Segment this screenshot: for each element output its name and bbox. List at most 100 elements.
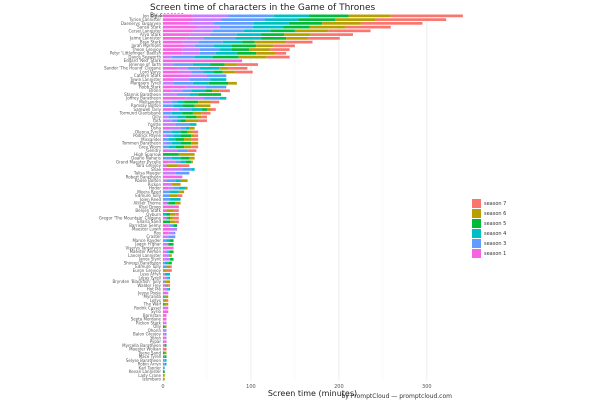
bar-segment-season-1 bbox=[163, 149, 167, 153]
bar-segment-season-5 bbox=[168, 201, 176, 205]
bar-segment-season-3 bbox=[163, 104, 174, 108]
y-tick-label: Samwell Tarly bbox=[134, 107, 162, 112]
bar-segment-season-3 bbox=[210, 33, 237, 36]
bar-segment-season-1 bbox=[163, 314, 167, 317]
bar-segment-season-3 bbox=[170, 224, 174, 227]
bar-segment-season-6 bbox=[166, 284, 169, 287]
y-tick-label: Talisa Maegyr bbox=[133, 171, 162, 176]
bar-segment-season-2 bbox=[178, 70, 192, 74]
bar-segment-season-3 bbox=[168, 235, 176, 239]
bar-segment-season-6 bbox=[219, 66, 229, 70]
bar-segment-season-1 bbox=[163, 33, 190, 36]
y-tick-label: Lollys bbox=[150, 298, 161, 303]
bar-segment-season-6 bbox=[191, 141, 199, 145]
bar-segment-season-6 bbox=[335, 18, 376, 21]
bar-segment-season-2 bbox=[164, 336, 167, 340]
bar-segment-season-6 bbox=[166, 265, 171, 269]
x-axis-label: Screen time (minutes) bbox=[268, 389, 357, 398]
bar-segment-season-7 bbox=[177, 194, 183, 197]
bar-segment-season-1 bbox=[163, 126, 171, 130]
bar-segment-season-4 bbox=[170, 190, 179, 194]
bar-segment-season-1 bbox=[163, 340, 165, 344]
bar-segment-season-1 bbox=[163, 85, 186, 89]
y-tick-label: Jaqen H'ghar bbox=[134, 242, 161, 247]
legend-label: season 4 bbox=[484, 231, 506, 237]
bar-segment-season-7 bbox=[201, 115, 207, 119]
y-tick-label: Meera Reed bbox=[137, 189, 161, 194]
bar-segment-season-6 bbox=[164, 351, 167, 355]
bar-segment-season-5 bbox=[168, 242, 174, 246]
bar-segment-season-2 bbox=[163, 141, 167, 145]
bar-segment-season-4 bbox=[273, 14, 309, 18]
y-tick-label: The Waif bbox=[143, 302, 162, 307]
bar-segment-season-3 bbox=[212, 29, 244, 33]
bar-segment-season-5 bbox=[163, 370, 165, 373]
bar-segment-season-2 bbox=[163, 332, 165, 336]
y-tick-label: Olly bbox=[153, 324, 161, 329]
bar-segment-season-3 bbox=[166, 287, 169, 291]
bar-segment-season-7 bbox=[173, 216, 179, 220]
bar-segment-season-3 bbox=[166, 134, 174, 138]
bar-segment-season-2 bbox=[163, 242, 169, 246]
y-tick-label: Petyr 'Littlefinger' Baelish bbox=[110, 51, 162, 56]
y-tick-label: Septa Mordane bbox=[131, 317, 162, 322]
bar-segment-season-2 bbox=[163, 81, 174, 85]
bar-segment-season-3 bbox=[191, 70, 204, 74]
bar-segment-season-4 bbox=[192, 63, 211, 66]
legend-label: season 5 bbox=[484, 221, 506, 227]
y-tick-label: Ellaria Sand bbox=[137, 219, 161, 224]
bar-segment-season-6 bbox=[171, 183, 181, 186]
bar-segment-season-5 bbox=[182, 111, 193, 115]
bar-segment-season-6 bbox=[198, 100, 211, 104]
bar-segment-season-6 bbox=[170, 213, 176, 216]
legend-label: season 3 bbox=[484, 241, 506, 247]
bar-segment-season-3 bbox=[163, 145, 169, 149]
bar-segment-season-6 bbox=[164, 280, 171, 284]
bar-segment-season-5 bbox=[288, 22, 323, 25]
y-tick-label: Stannis Baratheon bbox=[124, 92, 161, 97]
bar-segment-season-6 bbox=[163, 377, 165, 381]
bar-segment-season-2 bbox=[163, 329, 167, 332]
bar-segment-season-1 bbox=[163, 59, 243, 63]
bar-segment-season-7 bbox=[236, 63, 258, 66]
bar-segment-season-2 bbox=[170, 126, 181, 130]
bar-segment-season-4 bbox=[203, 70, 215, 74]
bar-segment-season-4 bbox=[191, 168, 195, 171]
bar-segment-season-2 bbox=[192, 18, 222, 21]
bar-segment-season-4 bbox=[180, 160, 186, 164]
bar-segment-season-5 bbox=[164, 355, 167, 359]
chart-caption: by PromptCloud — promptcloud.com bbox=[341, 393, 452, 400]
bar-segment-season-1 bbox=[163, 291, 167, 295]
bar-segment-season-7 bbox=[166, 299, 169, 302]
bar-segment-season-6 bbox=[189, 156, 195, 160]
bar-segment-season-5 bbox=[173, 224, 178, 227]
bar-segment-season-7 bbox=[173, 209, 179, 212]
y-tick-label: Barristan Selmy bbox=[129, 223, 161, 228]
bar-segment-season-3 bbox=[175, 160, 181, 164]
legend-label: season 7 bbox=[484, 201, 506, 207]
bar-segment-season-5 bbox=[175, 138, 185, 141]
bar-segment-season-1 bbox=[163, 108, 172, 111]
bar-segment-season-6 bbox=[170, 216, 174, 220]
bar-segment-season-2 bbox=[185, 85, 206, 89]
y-tick-label: Robb Stark bbox=[139, 84, 162, 89]
bar-segment-season-6 bbox=[164, 302, 169, 306]
y-tick-label: Davos Seaworth bbox=[128, 54, 161, 59]
bar-segment-season-6 bbox=[191, 160, 193, 164]
bar-segment-season-5 bbox=[201, 108, 207, 111]
bar-segment-season-5 bbox=[185, 115, 197, 119]
bar-segment-season-6 bbox=[185, 186, 188, 190]
bar-segment-season-7 bbox=[310, 33, 353, 36]
bar-segment-season-6 bbox=[189, 126, 195, 130]
bar-segment-season-2 bbox=[170, 168, 183, 171]
bar-segment-season-3 bbox=[198, 40, 223, 44]
bar-segment-season-6 bbox=[294, 29, 329, 33]
bar-segment-season-7 bbox=[308, 36, 340, 40]
bar-segment-season-7 bbox=[198, 119, 207, 123]
bar-segment-season-3 bbox=[168, 115, 178, 119]
y-tick-label: Brienne of Tarth bbox=[129, 62, 161, 67]
bar-segment-season-4 bbox=[189, 123, 197, 126]
bar-segment-season-4 bbox=[177, 100, 185, 104]
bar-segment-season-2 bbox=[163, 134, 167, 138]
bar-segment-season-3 bbox=[177, 149, 188, 153]
